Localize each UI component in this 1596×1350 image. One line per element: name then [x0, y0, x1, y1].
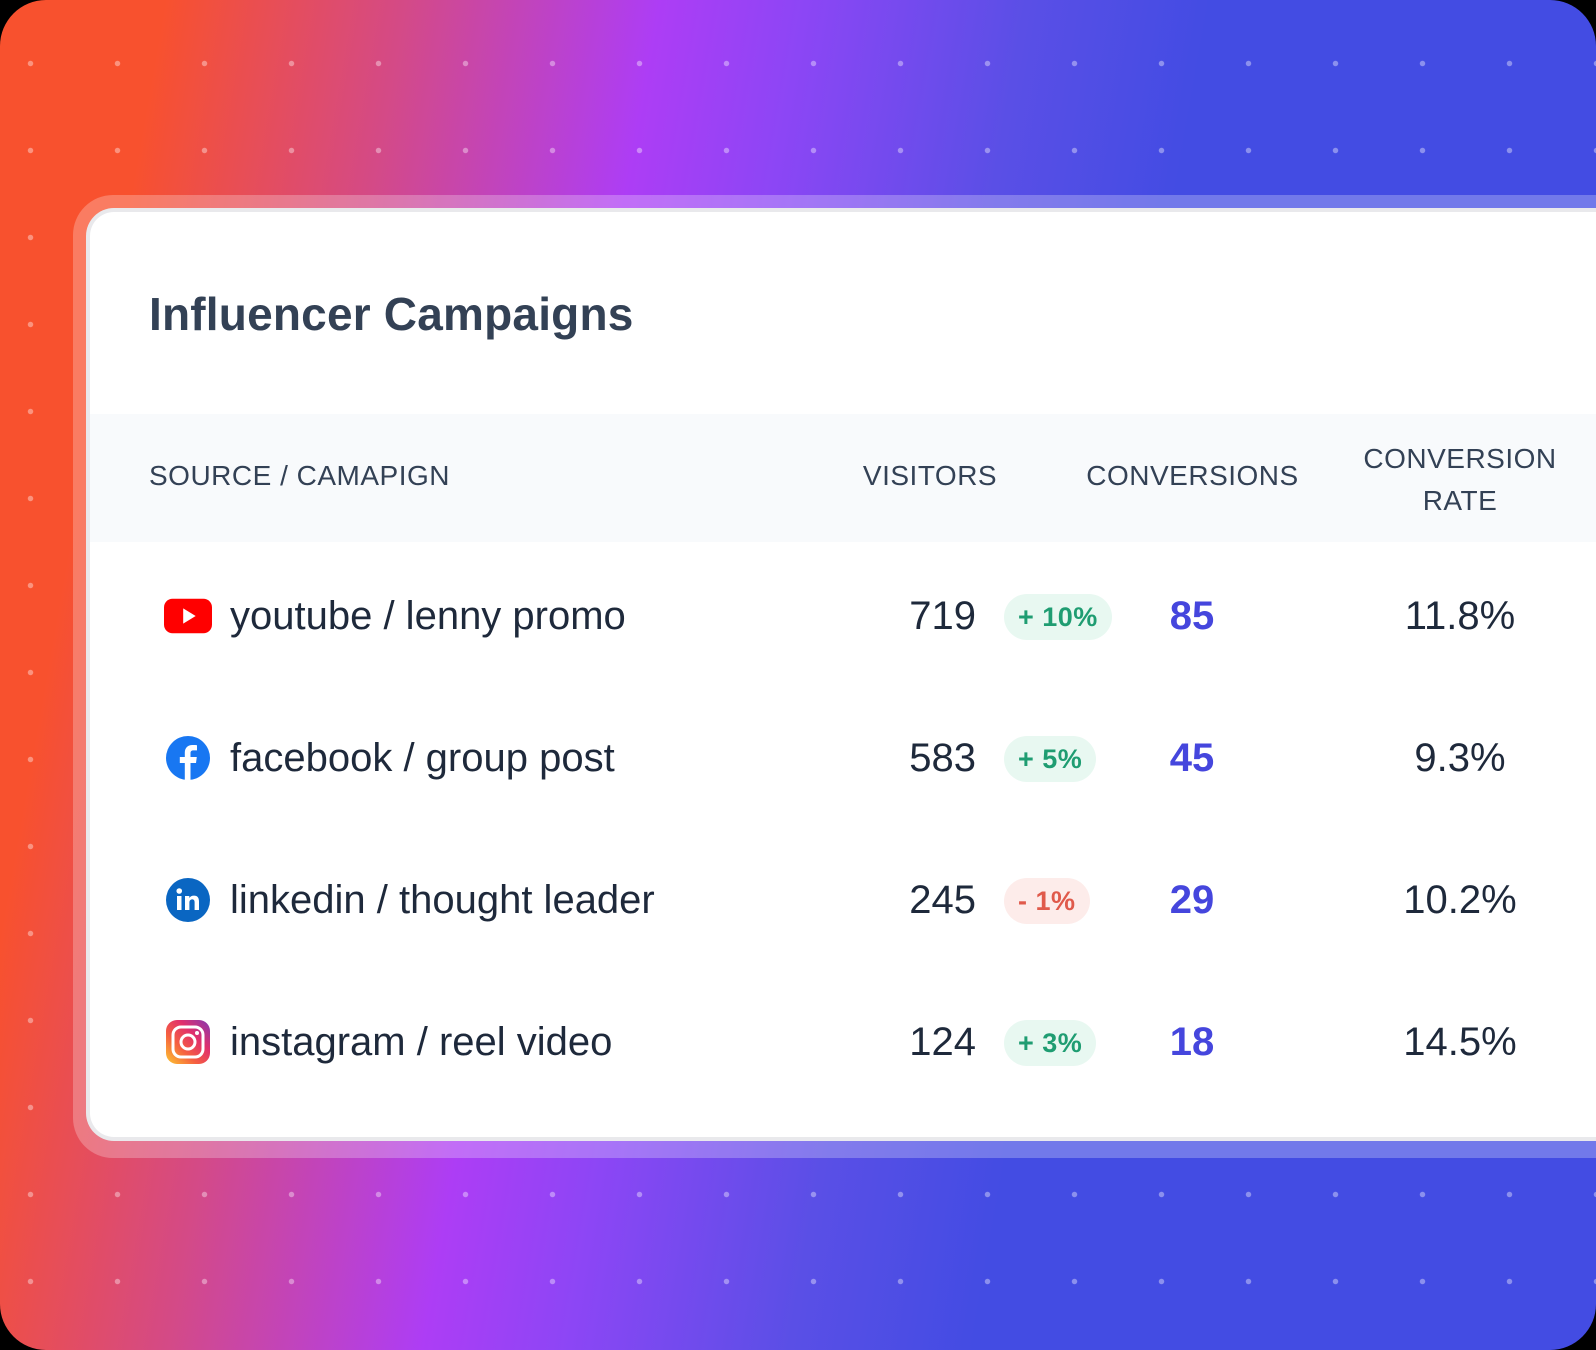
change-badge: + 3%	[1004, 1020, 1097, 1066]
column-header-conversions[interactable]: CONVERSIONS	[1086, 460, 1299, 491]
visitors-value: 583	[909, 736, 976, 780]
visitors-value: 719	[909, 594, 976, 638]
source-cell: youtube / lenny promo	[164, 576, 626, 656]
instagram-icon	[164, 1018, 212, 1066]
column-header-conversion-rate-line2: RATE	[1422, 485, 1498, 516]
column-header-conversion-rate[interactable]: CONVERSION RATE	[1350, 438, 1570, 522]
youtube-icon	[164, 592, 212, 640]
influencer-campaigns-card: Influencer Campaigns SOURCE / CAMAPIGN V…	[90, 212, 1596, 1137]
column-header-visitors[interactable]: VISITORS	[862, 460, 998, 491]
facebook-icon	[164, 734, 212, 782]
conversions-value: 85	[1169, 594, 1215, 638]
conversion-rate-value: 14.5%	[1403, 1020, 1517, 1064]
conversion-rate-value: 11.8%	[1404, 594, 1516, 638]
source-cell: facebook / group post	[164, 718, 615, 798]
conversions-value: 18	[1169, 1020, 1215, 1064]
linkedin-icon	[164, 876, 212, 924]
card-title: Influencer Campaigns	[149, 288, 634, 340]
visitors-value: 124	[909, 1020, 976, 1064]
conversion-rate-value: 9.3%	[1414, 736, 1506, 780]
column-header-conversion-rate-line1: CONVERSION	[1363, 443, 1557, 474]
change-badge: + 10%	[1004, 594, 1112, 640]
table-row[interactable]: facebook / group post 583 + 5% 45 9.3%	[90, 718, 1596, 798]
source-label[interactable]: instagram / reel video	[230, 1019, 613, 1064]
conversions-value: 45	[1169, 736, 1215, 780]
visitors-value: 245	[909, 878, 976, 922]
table-row[interactable]: linkedin / thought leader 245 - 1% 29 10…	[90, 860, 1596, 940]
table-row[interactable]: youtube / lenny promo 719 + 10% 85 11.8%	[90, 576, 1596, 656]
source-cell: instagram / reel video	[164, 1002, 612, 1082]
table-row[interactable]: instagram / reel video 124 + 3% 18 14.5%	[90, 1002, 1596, 1082]
conversions-value: 29	[1169, 878, 1215, 922]
source-label[interactable]: youtube / lenny promo	[230, 593, 626, 638]
change-badge: - 1%	[1004, 878, 1090, 924]
table-header: SOURCE / CAMAPIGN VISITORS CONVERSIONS C…	[90, 414, 1596, 542]
source-label[interactable]: linkedin / thought leader	[230, 877, 655, 922]
source-label[interactable]: facebook / group post	[230, 735, 615, 780]
change-badge: + 5%	[1004, 736, 1097, 782]
column-header-source[interactable]: SOURCE / CAMAPIGN	[149, 460, 450, 491]
source-cell: linkedin / thought leader	[164, 860, 655, 940]
conversion-rate-value: 10.2%	[1403, 878, 1517, 922]
